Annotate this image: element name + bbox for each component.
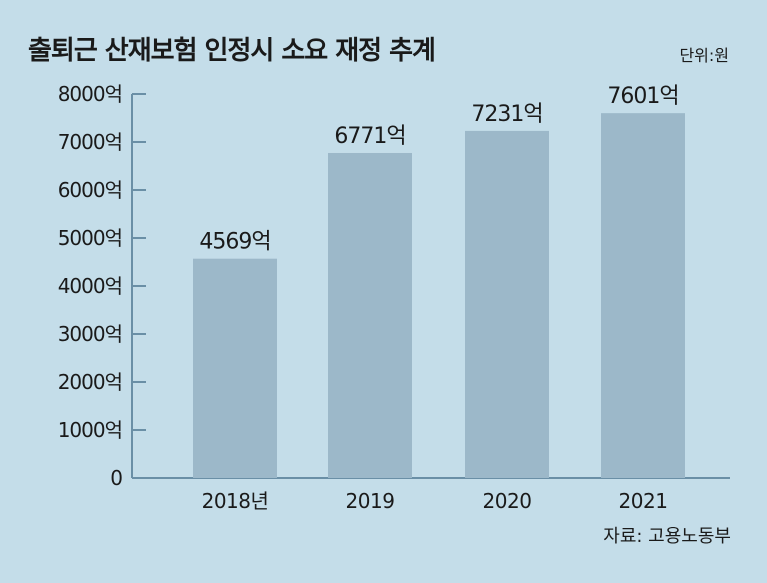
- data-label: 4569억: [199, 230, 270, 255]
- x-category-label: 2021: [619, 489, 668, 513]
- data-label: 6771억: [334, 124, 405, 149]
- y-tick-label: 6000억: [58, 178, 122, 202]
- x-category-label: 2018년: [202, 489, 269, 513]
- data-label: 7231억: [471, 102, 542, 127]
- chart-title: 출퇴근 산재보험 인정시 소요 재정 추계: [28, 36, 436, 66]
- y-tick-label: 3000억: [58, 322, 122, 346]
- y-tick-label: 2000억: [58, 370, 122, 394]
- y-tick-label: 1000억: [58, 418, 122, 442]
- source-note: 자료: 고용노동부: [603, 526, 731, 547]
- x-category-label: 2019: [346, 489, 395, 513]
- bar: [601, 113, 685, 478]
- x-category-label: 2020: [483, 489, 532, 513]
- y-tick-label: 0: [110, 466, 122, 490]
- y-tick-label: 4000억: [58, 274, 122, 298]
- data-label: 7601억: [607, 84, 678, 109]
- y-tick-label: 5000억: [58, 226, 122, 250]
- y-tick-label: 8000억: [58, 82, 122, 106]
- bar: [465, 130, 549, 479]
- bar: [193, 258, 277, 478]
- unit-note: 단위:원: [679, 46, 729, 65]
- y-tick-label: 7000억: [58, 130, 122, 154]
- bar: [328, 152, 412, 478]
